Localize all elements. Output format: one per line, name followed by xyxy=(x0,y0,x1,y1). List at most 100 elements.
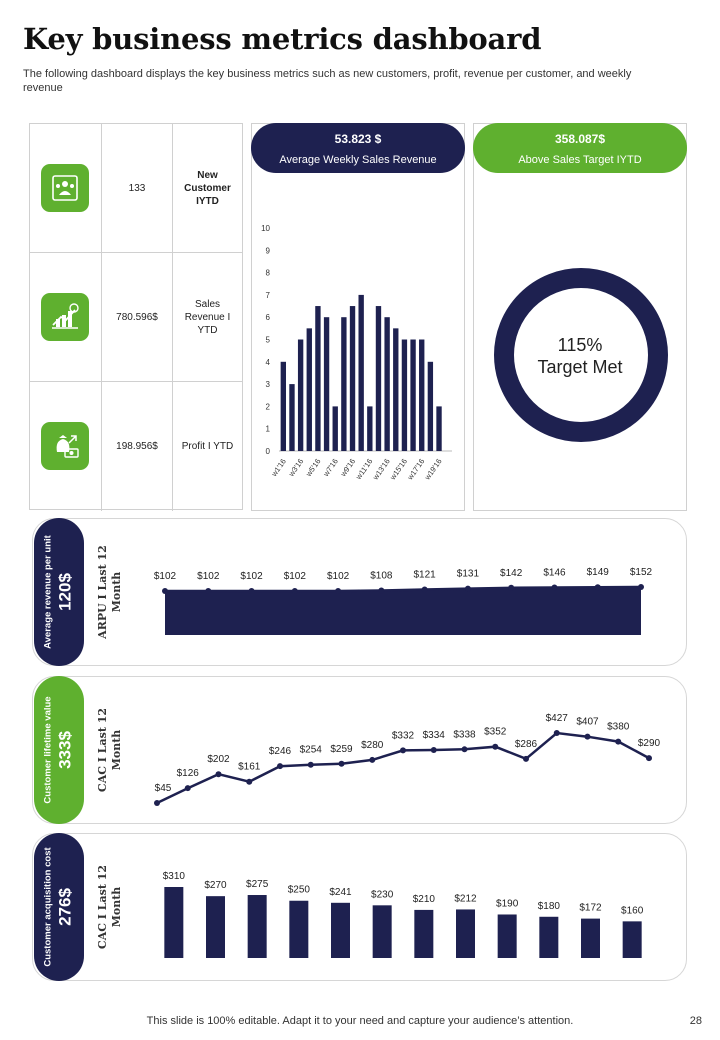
arpu-point xyxy=(464,585,471,592)
arpu-caption-line2: Month xyxy=(110,571,123,613)
x-tick-label: w7'16 xyxy=(321,457,340,479)
clv-point xyxy=(369,756,376,763)
kpi-row-new-customers: 133 New Customer IYTD xyxy=(30,124,242,253)
arpu-data-label: $121 xyxy=(414,569,437,580)
clv-line xyxy=(156,731,650,805)
cac-caption-line1: CAC I Last 12 xyxy=(96,864,109,950)
y-tick-label: 1 xyxy=(266,425,271,434)
cac-bar xyxy=(414,909,434,958)
arpu-value: 120$ xyxy=(55,573,75,611)
arpu-caption: ARPU I Last 12 Month xyxy=(88,518,132,666)
arpu-area xyxy=(165,587,641,635)
clv-point xyxy=(215,771,222,778)
clv-data-label: $290 xyxy=(638,738,661,749)
arpu-point xyxy=(421,586,428,593)
cac-bar xyxy=(289,900,309,958)
clv-point xyxy=(338,760,345,767)
weekly-bar xyxy=(341,317,347,451)
cac-data-label: $172 xyxy=(579,903,602,914)
arpu-data-label: $102 xyxy=(284,571,307,582)
weekly-bar xyxy=(410,339,416,451)
clv-data-label: $161 xyxy=(238,762,261,773)
clv-data-label: $126 xyxy=(177,768,200,779)
cac-bar xyxy=(581,918,600,958)
y-tick-label: 5 xyxy=(266,336,271,345)
clv-data-label: $352 xyxy=(484,727,507,738)
weekly-bar xyxy=(349,306,356,451)
arpu-data-label: $149 xyxy=(587,567,610,578)
donut-ring xyxy=(494,268,668,442)
weekly-sales-panel: 0 1 2 3 4 5 6 7 8 9 10 w1'16 w3'16 w5'16 w7'16 w9'16 w11… xyxy=(251,123,465,511)
y-tick-label: 2 xyxy=(266,402,271,411)
cac-caption-line2: Month xyxy=(110,886,123,928)
cac-caption: CAC I Last 12 Month xyxy=(88,833,132,981)
weekly-bar xyxy=(384,317,390,451)
y-tick-label: 3 xyxy=(266,380,271,389)
clv-label: Customer lifetime value xyxy=(42,696,54,804)
kpi-row-profit: 198.956$ Profit I YTD xyxy=(30,382,242,511)
clv-panel: $45 $126 $202 $161 $246 $254 $259 $280 $332 $334 $… xyxy=(32,676,687,824)
clv-point xyxy=(430,747,437,754)
clv-data-label: $45 xyxy=(155,783,172,794)
kpi-label: Sales Revenue I YTD xyxy=(184,298,231,336)
cac-label: Customer acquisition cost xyxy=(42,847,54,967)
weekly-bar xyxy=(323,317,330,451)
weekly-sales-label: Average Weekly Sales Revenue xyxy=(279,154,437,166)
target-value: 358.087$ xyxy=(554,132,606,146)
cac-data-label: $210 xyxy=(413,894,436,905)
clv-caption-line2: Month xyxy=(110,729,123,771)
cac-data-label: $250 xyxy=(288,885,311,896)
cac-panel: $310 $270 $275 $250 $241 $230 $210 $212 $190 $180… xyxy=(32,833,687,981)
target-panel: 115% Target Met xyxy=(473,123,687,511)
clv-point xyxy=(523,755,529,762)
clv-point xyxy=(553,730,560,736)
arpu-point xyxy=(291,588,298,594)
clv-point xyxy=(584,733,591,740)
cac-bar xyxy=(497,914,517,958)
arpu-point xyxy=(162,588,168,594)
clv-point xyxy=(246,778,253,785)
x-tick-label: w19'16 xyxy=(422,457,443,482)
clv-point xyxy=(646,755,652,762)
y-tick-label: 7 xyxy=(266,291,271,300)
cac-value: 276$ xyxy=(55,888,75,926)
cac-bar xyxy=(456,909,475,958)
arpu-data-label: $142 xyxy=(500,568,523,579)
x-tick-label: w5'16 xyxy=(304,457,323,479)
arpu-data-label: $131 xyxy=(457,569,480,580)
clv-data-label: $380 xyxy=(607,722,630,733)
donut-percent: 115% xyxy=(557,335,603,355)
clv-point xyxy=(307,761,314,768)
kpi-label: Profit I YTD xyxy=(181,441,234,452)
clv-data-label: $407 xyxy=(576,717,599,728)
kpi-row-sales-revenue: 780.596$ Sales Revenue I YTD xyxy=(30,253,242,382)
weekly-bar xyxy=(436,406,442,451)
kpi-value: 133 xyxy=(128,182,146,194)
clv-data-label: $338 xyxy=(453,729,476,740)
cac-data-label: $230 xyxy=(371,889,394,900)
page-subtitle: The following dashboard displays the key… xyxy=(23,68,632,94)
clv-point xyxy=(184,785,191,792)
clv-point xyxy=(492,743,499,750)
cac-bar xyxy=(372,905,392,958)
weekly-bar xyxy=(375,306,382,451)
clv-point xyxy=(615,738,622,745)
money-bag-icon xyxy=(41,422,89,470)
cac-data-label: $275 xyxy=(246,879,269,890)
page-title: Key business metrics dashboard xyxy=(23,22,542,56)
arpu-pill: Average revenue per unit 120$ xyxy=(34,518,84,666)
arpu-point xyxy=(335,588,342,594)
page-number: 28 xyxy=(689,1015,702,1027)
clv-value: 333$ xyxy=(55,731,75,769)
clv-data-label: $332 xyxy=(392,730,415,741)
weekly-bar xyxy=(367,406,373,451)
clv-point xyxy=(277,763,283,770)
cac-bar xyxy=(164,887,184,958)
arpu-point xyxy=(638,584,644,590)
clv-data-label: $246 xyxy=(269,746,292,757)
weekly-bar xyxy=(289,384,295,451)
clv-data-label: $427 xyxy=(546,713,569,724)
kpi-value: 780.596$ xyxy=(116,311,158,323)
weekly-bar xyxy=(358,294,364,451)
arpu-point xyxy=(248,588,255,594)
